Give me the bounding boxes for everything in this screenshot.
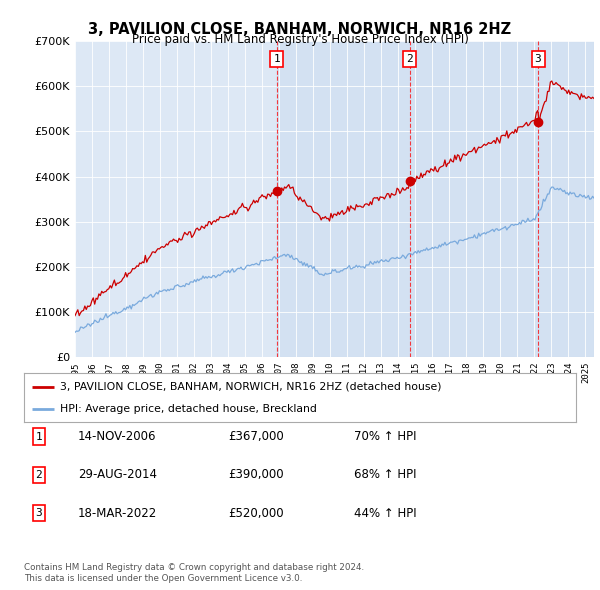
Text: 3, PAVILION CLOSE, BANHAM, NORWICH, NR16 2HZ (detached house): 3, PAVILION CLOSE, BANHAM, NORWICH, NR16… (60, 382, 442, 392)
Text: 1: 1 (274, 54, 280, 64)
Text: 2: 2 (35, 470, 43, 480)
Text: £520,000: £520,000 (228, 507, 284, 520)
Text: 70% ↑ HPI: 70% ↑ HPI (354, 430, 416, 443)
Text: Contains HM Land Registry data © Crown copyright and database right 2024.: Contains HM Land Registry data © Crown c… (24, 563, 364, 572)
Bar (277, 41, 594, 357)
Text: 44% ↑ HPI: 44% ↑ HPI (354, 507, 416, 520)
Text: 2: 2 (406, 54, 413, 64)
Text: £367,000: £367,000 (228, 430, 284, 443)
Text: Price paid vs. HM Land Registry's House Price Index (HPI): Price paid vs. HM Land Registry's House … (131, 33, 469, 46)
Text: 14-NOV-2006: 14-NOV-2006 (78, 430, 157, 443)
Text: HPI: Average price, detached house, Breckland: HPI: Average price, detached house, Brec… (60, 404, 317, 414)
Text: This data is licensed under the Open Government Licence v3.0.: This data is licensed under the Open Gov… (24, 574, 302, 583)
Text: 1: 1 (35, 432, 43, 441)
Text: 3: 3 (35, 509, 43, 518)
Text: 68% ↑ HPI: 68% ↑ HPI (354, 468, 416, 481)
Text: 3: 3 (535, 54, 541, 64)
Text: 29-AUG-2014: 29-AUG-2014 (78, 468, 157, 481)
Text: £390,000: £390,000 (228, 468, 284, 481)
Text: 18-MAR-2022: 18-MAR-2022 (78, 507, 157, 520)
Text: 3, PAVILION CLOSE, BANHAM, NORWICH, NR16 2HZ: 3, PAVILION CLOSE, BANHAM, NORWICH, NR16… (88, 22, 512, 37)
